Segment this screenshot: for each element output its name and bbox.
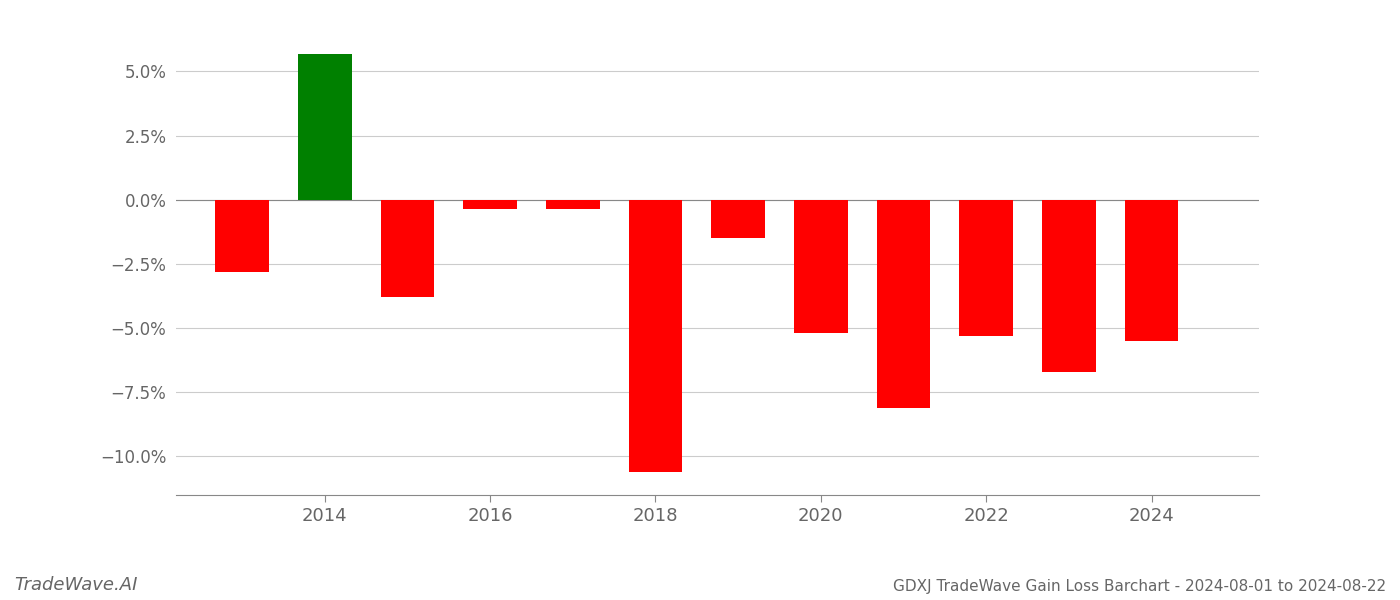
Bar xyxy=(711,200,764,238)
Bar xyxy=(1042,200,1096,372)
Bar xyxy=(546,200,599,209)
Bar xyxy=(1124,200,1179,341)
Bar xyxy=(876,200,931,408)
Text: GDXJ TradeWave Gain Loss Barchart - 2024-08-01 to 2024-08-22: GDXJ TradeWave Gain Loss Barchart - 2024… xyxy=(893,579,1386,594)
Bar xyxy=(794,200,848,333)
Bar xyxy=(463,200,517,209)
Bar xyxy=(381,200,434,298)
Bar xyxy=(959,200,1014,336)
Bar xyxy=(216,200,269,272)
Bar xyxy=(298,53,351,200)
Bar xyxy=(629,200,682,472)
Text: TradeWave.AI: TradeWave.AI xyxy=(14,576,137,594)
